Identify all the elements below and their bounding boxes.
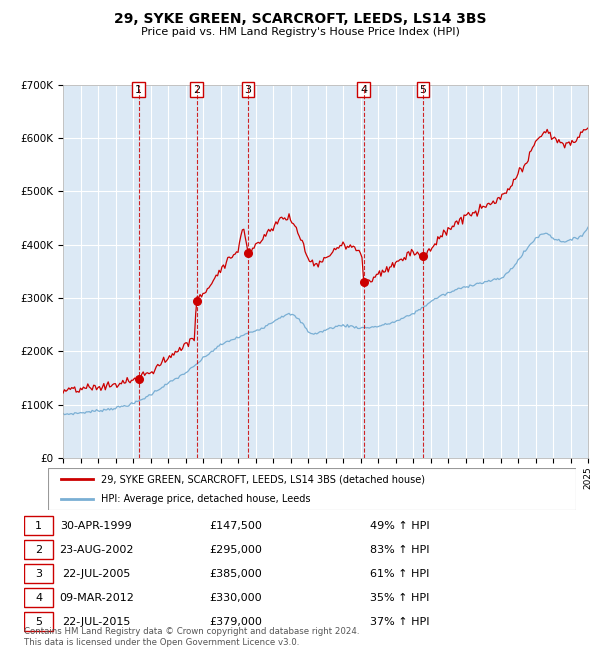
Text: 5: 5 [35,617,42,627]
Text: 1: 1 [35,521,42,530]
Text: 22-JUL-2005: 22-JUL-2005 [62,569,131,578]
Text: 35% ↑ HPI: 35% ↑ HPI [370,593,430,603]
Text: 5: 5 [419,84,426,94]
Text: 1: 1 [135,84,142,94]
Text: 09-MAR-2012: 09-MAR-2012 [59,593,134,603]
Text: 2: 2 [35,545,42,554]
Text: 4: 4 [35,593,42,603]
Text: £385,000: £385,000 [209,569,262,578]
Text: 22-JUL-2015: 22-JUL-2015 [62,617,131,627]
Text: £147,500: £147,500 [209,521,262,530]
Text: 3: 3 [35,569,42,578]
FancyBboxPatch shape [24,588,53,607]
Text: 23-AUG-2002: 23-AUG-2002 [59,545,134,554]
Text: HPI: Average price, detached house, Leeds: HPI: Average price, detached house, Leed… [101,494,310,504]
Text: 2: 2 [193,84,200,94]
Text: 4: 4 [360,84,367,94]
Text: 30-APR-1999: 30-APR-1999 [61,521,133,530]
Text: Contains HM Land Registry data © Crown copyright and database right 2024.
This d: Contains HM Land Registry data © Crown c… [24,627,359,647]
Text: £295,000: £295,000 [209,545,262,554]
FancyBboxPatch shape [24,540,53,559]
Text: 29, SYKE GREEN, SCARCROFT, LEEDS, LS14 3BS (detached house): 29, SYKE GREEN, SCARCROFT, LEEDS, LS14 3… [101,474,425,484]
Text: 3: 3 [244,84,251,94]
Text: £330,000: £330,000 [210,593,262,603]
Text: Price paid vs. HM Land Registry's House Price Index (HPI): Price paid vs. HM Land Registry's House … [140,27,460,37]
Text: £379,000: £379,000 [209,617,262,627]
Text: 49% ↑ HPI: 49% ↑ HPI [370,521,430,530]
FancyBboxPatch shape [24,516,53,535]
FancyBboxPatch shape [24,612,53,631]
Text: 37% ↑ HPI: 37% ↑ HPI [370,617,430,627]
Text: 83% ↑ HPI: 83% ↑ HPI [370,545,430,554]
Text: 61% ↑ HPI: 61% ↑ HPI [370,569,430,578]
FancyBboxPatch shape [48,468,576,510]
Text: 29, SYKE GREEN, SCARCROFT, LEEDS, LS14 3BS: 29, SYKE GREEN, SCARCROFT, LEEDS, LS14 3… [114,12,486,26]
FancyBboxPatch shape [24,564,53,583]
